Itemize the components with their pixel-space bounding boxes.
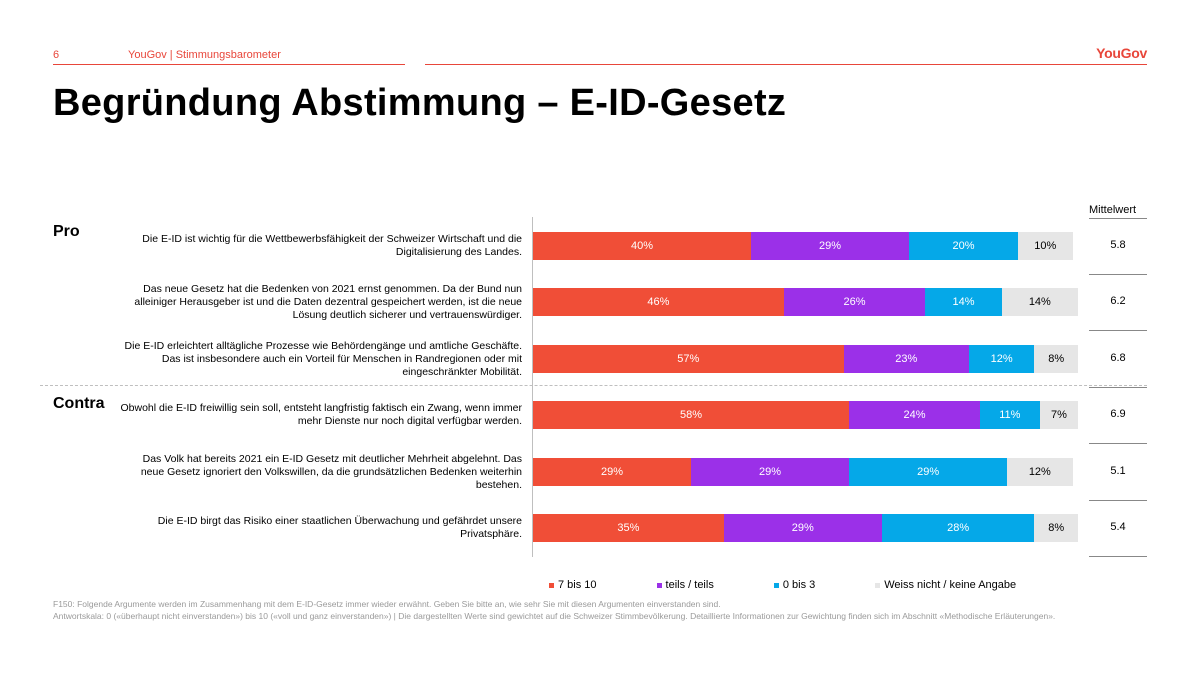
mean-value: 5.4 — [1110, 521, 1126, 533]
page-number: 6 — [53, 49, 60, 61]
legend-swatch — [549, 582, 554, 588]
legend-label: 0 bis 3 — [782, 579, 816, 591]
bar-segment: 23% — [843, 345, 969, 373]
bar-segment: 24% — [849, 401, 980, 429]
bar-segment: 26% — [783, 288, 926, 316]
bar-segment: 29% — [691, 458, 850, 486]
section-label-pro: Pro — [53, 223, 80, 240]
chart-legend: 7 bis 10 teils / teils 0 bis 3 Weiss nicht … — [549, 579, 1076, 591]
mean-value: 6.8 — [1110, 352, 1126, 364]
bar-segment: 28% — [881, 514, 1035, 542]
chart-axis-line — [532, 217, 533, 557]
bar-segment: 29% — [751, 232, 910, 260]
statement-label: Die E-ID erleichtert alltägliche Prozess… — [124, 339, 522, 378]
legend-item: 7 bis 10 — [549, 579, 597, 591]
mean-row-rule — [1089, 500, 1147, 501]
bar-segment: 8% — [1034, 514, 1078, 542]
legend-label: Weiss nicht / keine Angabe — [884, 579, 1017, 591]
bar-segment: 11% — [979, 401, 1040, 429]
bar-segment: 29% — [849, 458, 1008, 486]
bar-segment: 35% — [533, 514, 724, 542]
bar-segment: 58% — [533, 401, 850, 429]
mean-row-rule — [1089, 443, 1147, 444]
mean-column-header: Mittelwert — [1089, 204, 1137, 216]
mean-row-rule — [1089, 274, 1147, 275]
mean-header-rule — [1089, 218, 1147, 219]
statement-label: Das Volk hat bereits 2021 ein E-ID Geset… — [140, 452, 522, 491]
bar-segment: 14% — [1001, 288, 1078, 316]
bar-segment: 12% — [969, 345, 1035, 373]
statement-label: Obwohl die E-ID freiwillig sein soll, en… — [120, 402, 523, 427]
statement-label: Die E-ID birgt das Risiko einer staatlic… — [157, 515, 522, 540]
legend-label: teils / teils — [665, 579, 714, 591]
footnote-question: F150: Folgende Argumente werden im Zusam… — [53, 599, 721, 609]
header-rule-right — [425, 64, 1147, 65]
bar-segment: 12% — [1007, 458, 1073, 486]
bar-segment: 14% — [925, 288, 1002, 316]
legend-item: teils / teils — [656, 579, 714, 591]
mean-value: 5.1 — [1110, 465, 1126, 477]
bar-segment: 29% — [723, 514, 882, 542]
section-label-contra: Contra — [53, 395, 105, 412]
section-divider — [40, 385, 1147, 386]
legend-label: 7 bis 10 — [558, 579, 597, 591]
bar-segment: 57% — [533, 345, 844, 373]
legend-item: Weiss nicht / keine Angabe — [875, 579, 1016, 591]
bar-segment: 10% — [1018, 232, 1073, 260]
header-rule-left — [53, 64, 405, 65]
bar-segment: 46% — [533, 288, 784, 316]
mean-row-rule — [1089, 556, 1147, 557]
bar-segment: 29% — [533, 458, 692, 486]
mean-value: 6.2 — [1110, 295, 1126, 307]
legend-swatch — [875, 582, 881, 588]
header-subtitle: YouGov | Stimmungsbarometer — [128, 49, 281, 61]
mean-row-rule — [1089, 330, 1147, 331]
bar-segment: 40% — [533, 232, 751, 260]
page-title: Begründung Abstimmung – E-ID-Gesetz — [53, 82, 787, 124]
statement-label: Die E-ID ist wichtig für die Wettbewerbs… — [142, 233, 522, 258]
mean-value: 6.9 — [1110, 408, 1126, 420]
footnote-scale: Antwortskala: 0 («überhaupt nicht einver… — [53, 611, 1056, 621]
statement-label: Das neue Gesetz hat die Bedenken von 202… — [134, 282, 522, 321]
yougov-logo: YouGov — [1096, 45, 1147, 61]
legend-swatch — [773, 582, 779, 588]
legend-item: 0 bis 3 — [773, 579, 816, 591]
bar-segment: 7% — [1039, 401, 1078, 429]
bar-segment: 8% — [1034, 345, 1078, 373]
mean-row-rule — [1089, 387, 1147, 388]
mean-value: 5.8 — [1110, 239, 1126, 251]
legend-swatch — [656, 582, 662, 588]
bar-segment: 20% — [909, 232, 1019, 260]
